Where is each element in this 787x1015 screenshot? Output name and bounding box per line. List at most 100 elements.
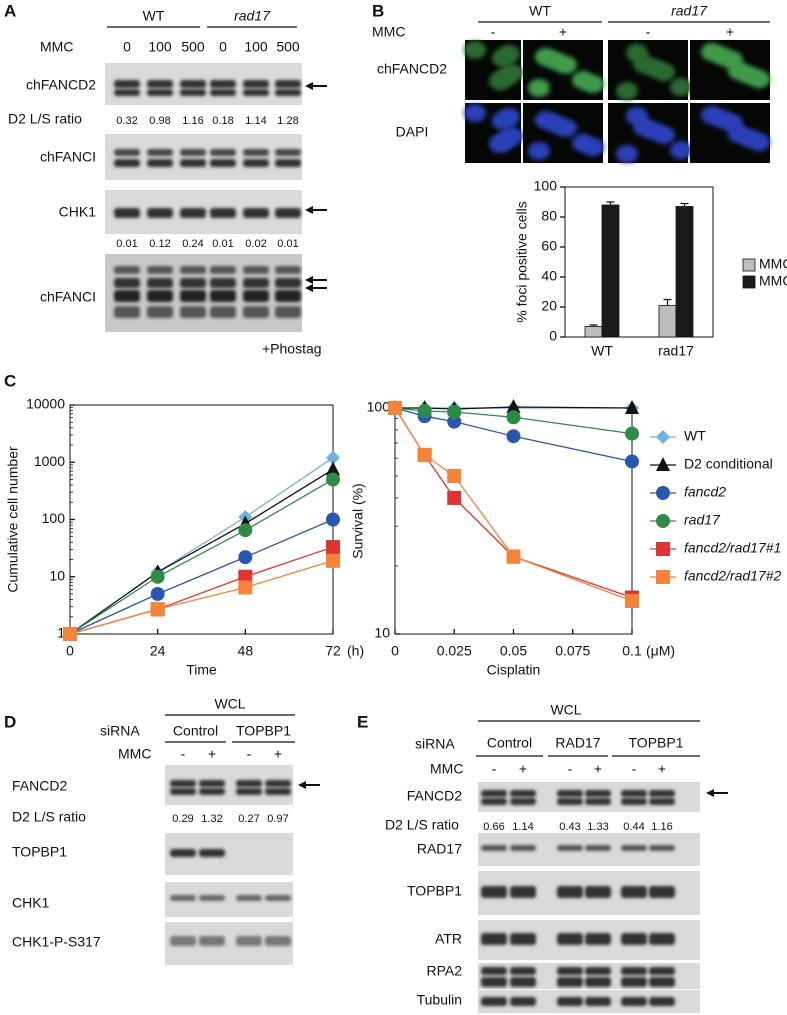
marker — [506, 549, 521, 564]
band — [275, 80, 301, 88]
legend-label: fancd2/rad17#1 — [684, 540, 781, 556]
marker — [238, 550, 253, 565]
y-tick-label: 10 — [49, 567, 65, 583]
blot-label: CHK1-P-S317 — [12, 934, 101, 950]
band — [275, 266, 301, 274]
band — [275, 208, 301, 218]
band — [649, 967, 675, 975]
sirna: Control — [173, 723, 218, 739]
nucleus — [528, 79, 550, 97]
nucleus — [492, 112, 514, 130]
marker — [326, 553, 340, 568]
band — [585, 977, 611, 987]
condition: - — [181, 746, 186, 762]
y-axis-label: % foci positive cells — [514, 201, 530, 322]
marker — [506, 429, 521, 444]
legend-label: fancd2/rad17#2 — [684, 568, 782, 584]
series-line — [69, 468, 334, 635]
ratio: 1.14 — [245, 115, 266, 127]
band — [180, 149, 206, 156]
bar — [601, 204, 620, 338]
arrow-head — [706, 789, 714, 797]
band — [557, 798, 583, 805]
band — [114, 149, 140, 156]
marker — [417, 403, 432, 418]
ratio: 0.29 — [172, 813, 193, 825]
marker — [447, 405, 462, 420]
marker — [417, 447, 432, 462]
band — [210, 80, 236, 88]
nucleus — [489, 135, 511, 153]
y-tick-label: 80 — [541, 208, 557, 224]
x-tick-label: 0.1 — [622, 643, 642, 659]
band — [557, 997, 583, 1006]
legend-marker — [656, 570, 670, 584]
arrow-head — [305, 206, 313, 214]
band — [199, 936, 225, 946]
band — [585, 886, 611, 898]
band — [510, 967, 536, 975]
band — [649, 933, 675, 945]
legend-marker — [656, 430, 670, 444]
band — [236, 788, 262, 795]
condition: - — [492, 761, 497, 777]
nucleus — [464, 104, 486, 122]
band — [210, 266, 236, 274]
band — [265, 788, 291, 795]
error-bar — [663, 298, 672, 306]
band — [180, 208, 206, 218]
ratio: 0.98 — [149, 115, 170, 127]
dose: 0 — [219, 39, 227, 55]
row-label: DAPI — [396, 124, 429, 140]
band — [510, 886, 536, 898]
band — [236, 780, 262, 787]
blot-label: TOPBP1 — [12, 844, 67, 860]
nucleus — [748, 133, 770, 151]
ratio: 0.18 — [212, 115, 233, 127]
band — [114, 208, 140, 218]
band — [210, 306, 236, 318]
band — [199, 895, 225, 901]
marker — [625, 454, 639, 469]
band — [243, 159, 269, 167]
band — [170, 895, 196, 901]
band — [243, 208, 269, 218]
marker — [506, 399, 521, 414]
marker — [63, 627, 77, 641]
band — [170, 936, 196, 946]
band — [265, 895, 291, 901]
x-tick-label: 72 — [325, 643, 341, 659]
condition: - — [568, 761, 573, 777]
band — [275, 290, 301, 302]
nucleus — [626, 44, 648, 62]
band — [180, 80, 206, 88]
blot — [105, 134, 302, 180]
band — [510, 997, 536, 1006]
treatment-label: MMC — [118, 746, 151, 762]
sirna: Control — [487, 735, 532, 751]
band — [243, 149, 269, 156]
ratio: 0.27 — [238, 813, 259, 825]
band — [621, 967, 647, 975]
band — [147, 306, 173, 318]
treatment-label: MMC — [40, 39, 73, 55]
band — [510, 933, 536, 945]
panel-letter: E — [357, 712, 368, 731]
bar — [658, 305, 677, 338]
band — [114, 306, 140, 318]
marker — [388, 401, 402, 415]
band — [585, 845, 611, 851]
panel-letter: B — [372, 1, 384, 20]
band — [481, 790, 507, 797]
band — [510, 977, 536, 987]
nucleus — [492, 49, 514, 67]
band — [210, 159, 236, 167]
legend-label: D2 conditional — [684, 456, 773, 472]
band — [236, 936, 262, 946]
blot-label: CHK1 — [59, 204, 97, 220]
x-unit: (h) — [347, 643, 364, 659]
nucleus — [721, 114, 743, 132]
band — [243, 89, 269, 96]
band — [147, 290, 173, 302]
